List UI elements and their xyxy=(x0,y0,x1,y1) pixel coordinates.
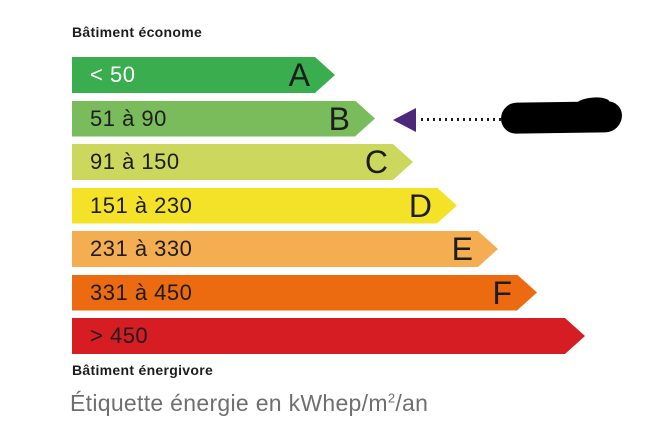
energy-bar-a: < 50 A xyxy=(72,57,335,93)
caption-superscript: 2 xyxy=(387,390,396,406)
energy-range-label: 91 à 150 xyxy=(90,149,180,174)
energy-grade-letter: E xyxy=(451,231,473,267)
energy-grade-letter: F xyxy=(492,274,512,311)
caption-text: Étiquette énergie en kWhep/m xyxy=(70,390,388,416)
energy-range-label: > 450 xyxy=(90,323,149,348)
rating-pointer-arrow-icon xyxy=(393,108,416,132)
energy-grade-letter: D xyxy=(408,187,432,224)
energy-bar-e: 231 à 330 E xyxy=(72,231,498,267)
energy-bar-b: 51 à 90 B xyxy=(72,101,375,137)
energy-grade-letter: A xyxy=(288,57,310,93)
energy-grade-letter: C xyxy=(364,144,388,180)
energy-range-label: 151 à 230 xyxy=(90,192,193,218)
economical-building-label: Bâtiment économe xyxy=(72,24,203,40)
energy-intensive-building-label: Bâtiment énergivore xyxy=(72,362,214,378)
energy-range-label: 331 à 450 xyxy=(90,279,193,305)
energy-range-label: 231 à 330 xyxy=(90,236,193,261)
energy-range-label: < 50 xyxy=(90,62,136,87)
redacted-value-blob xyxy=(500,101,623,134)
energy-bar-d: 151 à 230 D xyxy=(72,188,457,224)
energy-grade-letter: B xyxy=(328,100,350,137)
dotted-connector-line xyxy=(421,118,501,121)
energy-bar-f: 331 à 450 F xyxy=(72,275,537,311)
energy-label-caption: Étiquette énergie en kWhep/m2/an xyxy=(70,390,428,417)
energy-range-label: 51 à 90 xyxy=(90,105,167,131)
energy-bar-g: > 450 xyxy=(72,318,585,354)
caption-tail: /an xyxy=(395,390,429,416)
energy-bar-c: 91 à 150 C xyxy=(72,144,413,180)
